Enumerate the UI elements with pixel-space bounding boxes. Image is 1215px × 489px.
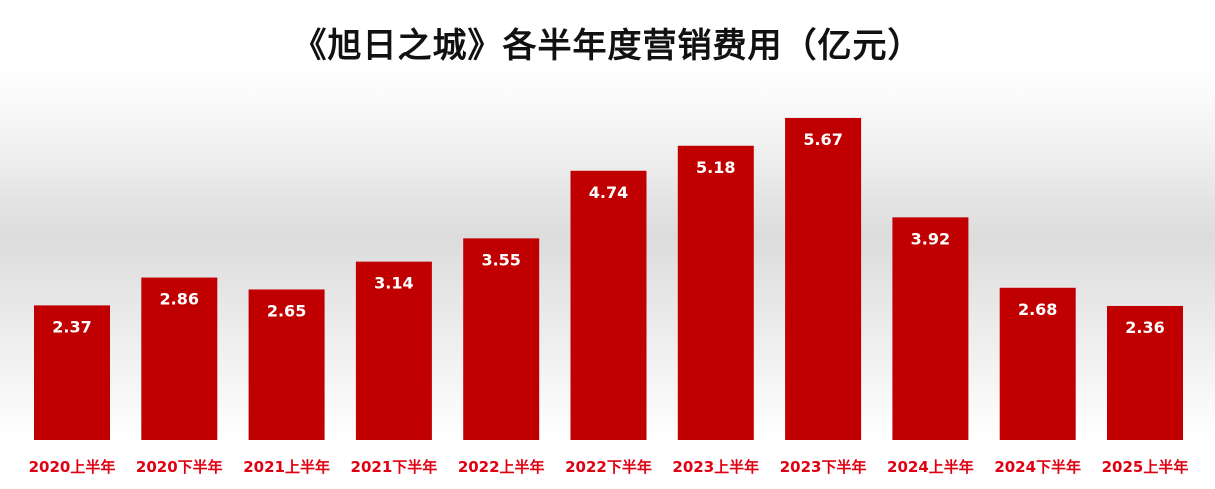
bar-2023下半年 — [785, 117, 862, 440]
x-tick-label: 2024下半年 — [994, 458, 1081, 476]
data-label: 2.36 — [1125, 318, 1164, 337]
x-tick-label: 2022下半年 — [565, 458, 652, 476]
x-tick-label: 2024上半年 — [887, 458, 974, 476]
data-label: 3.92 — [911, 229, 950, 248]
bar-2020上半年 — [34, 305, 110, 440]
bar-2024上半年 — [892, 217, 969, 440]
data-label: 2.68 — [1018, 300, 1057, 319]
data-label: 2.37 — [52, 317, 91, 336]
x-tick-label: 2021下半年 — [351, 458, 438, 476]
x-tick-label: 2020上半年 — [29, 458, 116, 476]
data-label: 3.55 — [481, 250, 520, 269]
bar-2023上半年 — [677, 145, 754, 440]
x-tick-label: 2022上半年 — [458, 458, 545, 476]
data-label: 3.14 — [374, 274, 413, 293]
x-tick-label: 2023下半年 — [780, 458, 867, 476]
chart-title: 《旭日之城》各半年度营销费用（亿元） — [292, 26, 923, 66]
bar-2024下半年 — [999, 287, 1076, 440]
x-tick-label: 2025上半年 — [1102, 458, 1189, 476]
data-label: 2.86 — [160, 290, 199, 309]
data-label: 5.18 — [696, 158, 735, 177]
bar-2021下半年 — [355, 261, 432, 440]
x-tick-label: 2023上半年 — [672, 458, 759, 476]
bar-2020下半年 — [141, 277, 218, 440]
x-tick-label: 2021上半年 — [243, 458, 330, 476]
x-tick-label: 2020下半年 — [136, 458, 223, 476]
data-label: 2.65 — [267, 301, 306, 320]
data-label: 4.74 — [589, 183, 628, 202]
bar-2022下半年 — [570, 170, 647, 440]
bar-2022上半年 — [463, 238, 540, 440]
bar-2025上半年 — [1107, 305, 1183, 440]
bar-2021上半年 — [248, 289, 325, 440]
data-label: 5.67 — [803, 130, 842, 149]
